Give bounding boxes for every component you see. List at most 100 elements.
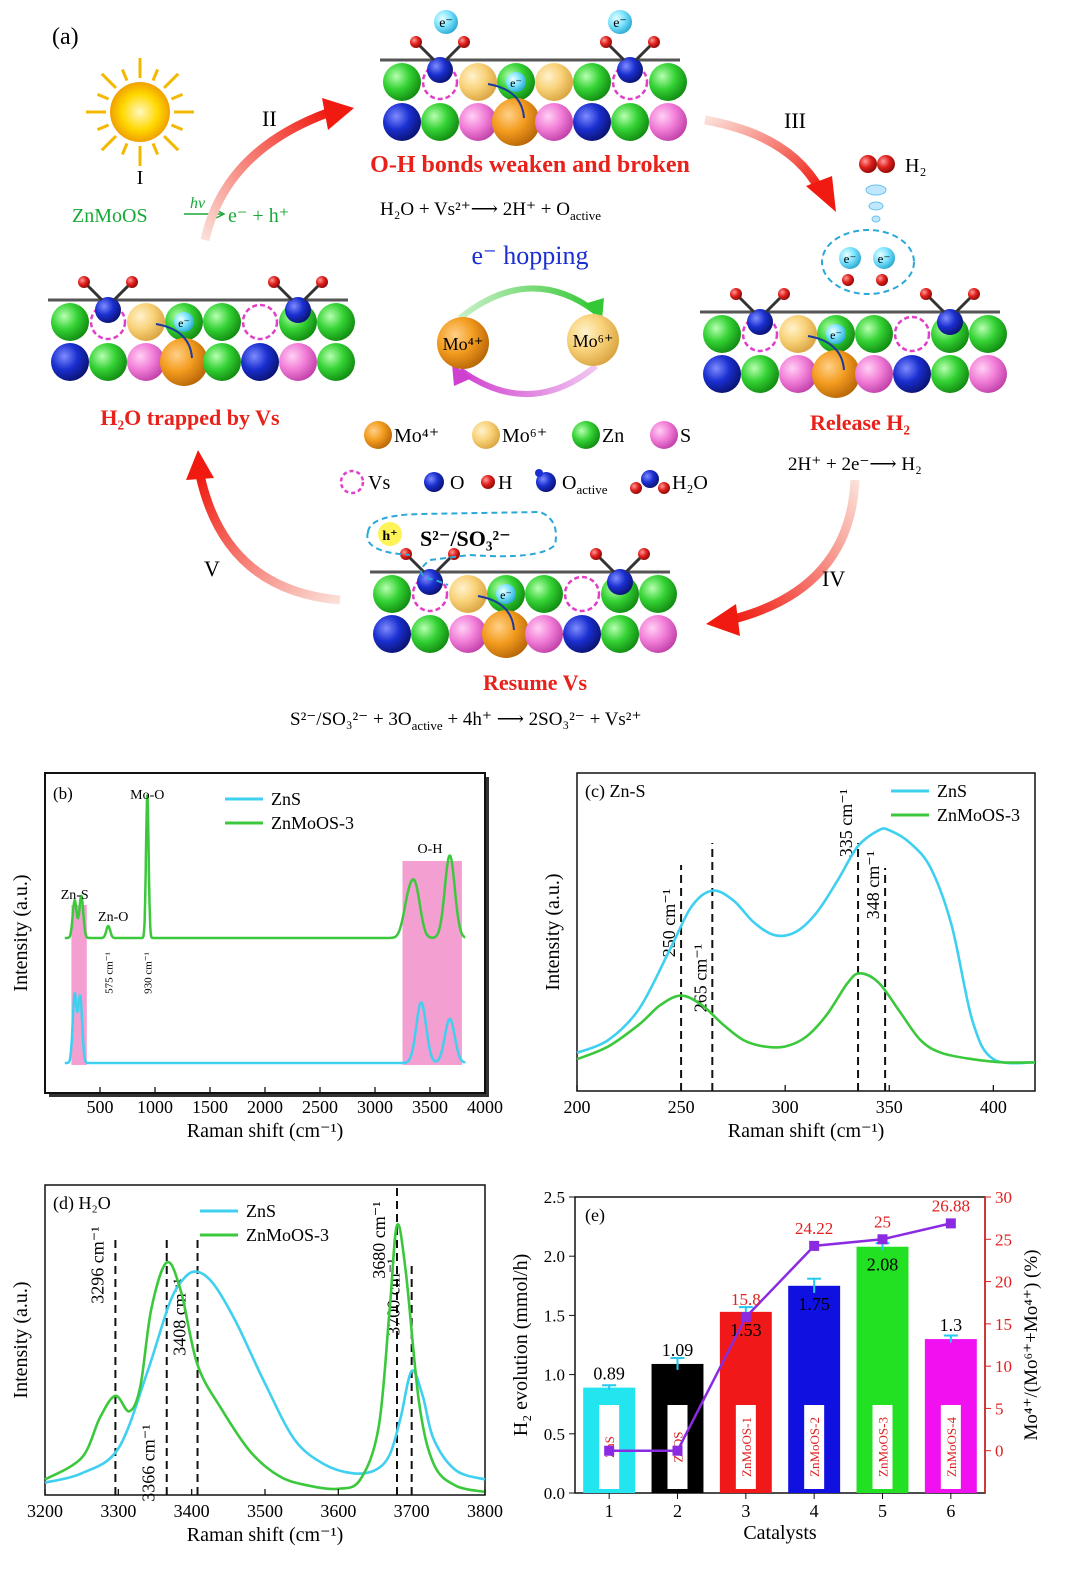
svg-text:H: H: [498, 472, 512, 494]
atom-mo6: [127, 303, 165, 341]
legend-label: ZnMoOS-3: [246, 1225, 329, 1245]
x-axis-label: Raman shift (cm⁻¹): [728, 1120, 885, 1142]
ratio-value-label: 15.8: [731, 1290, 761, 1309]
atom-s: [279, 343, 317, 381]
oh-region: [403, 861, 462, 1065]
y2-tick-label: 0: [995, 1442, 1004, 1461]
cycle-arrow-v: [200, 475, 340, 600]
svg-text:Zn: Zn: [602, 425, 624, 447]
legend-label: ZnS: [937, 781, 967, 801]
y2-tick-label: 15: [995, 1315, 1012, 1334]
svg-text:Mo⁶⁺: Mo⁶⁺: [573, 331, 614, 351]
y-axis-label: Intensity (a.u.): [542, 873, 564, 990]
bar-name-label: ZnMoOS-3: [876, 1417, 891, 1477]
x-tick-label: 3800: [467, 1501, 503, 1521]
ratio-point: [604, 1446, 614, 1456]
hop-arrow-purple: [460, 366, 596, 394]
legend-item-zn: Zn: [572, 421, 624, 449]
annotation-o-h: O-H: [418, 842, 443, 857]
svg-text:O: O: [450, 472, 464, 494]
legend-label: ZnMoOS-3: [937, 805, 1020, 825]
legend-item-o: O: [424, 472, 464, 494]
ratio-value-label: 25: [874, 1212, 891, 1231]
hopping-label: e⁻ hopping: [472, 241, 589, 270]
svg-text:H₂O + Vs²⁺⟶ 2H⁺ + Oactive: H₂O + Vs²⁺⟶ 2H⁺ + Oactive: [380, 199, 601, 223]
atom-s: [855, 355, 893, 393]
x-tick-label: 3: [741, 1501, 750, 1521]
atom-mo6: [535, 63, 573, 101]
atom-zn: [703, 315, 741, 353]
y2-tick-label: 30: [995, 1188, 1012, 1207]
atom-mo6: [449, 575, 487, 613]
atom-zn: [601, 615, 639, 653]
x-tick-label: 3200: [27, 1501, 63, 1521]
legend-item-h2o: H₂O: [630, 470, 708, 494]
h2-formation-bubble: [822, 230, 914, 294]
svg-text:Vs: Vs: [368, 472, 390, 494]
atom-zn: [573, 63, 611, 101]
x-tick-label: 2: [673, 1501, 682, 1521]
svg-text:e⁻: e⁻: [830, 328, 842, 342]
panel-b-raman: 500 1000 1500 2000 2500 3000 3500 4000 Raman shi…: [0, 765, 520, 1165]
panel-label: (d) H₂O: [53, 1193, 111, 1214]
annotation-zn-s: Zn-S: [61, 888, 89, 903]
annotation-930: 930 cm⁻¹: [142, 952, 154, 994]
legend-label: ZnS: [246, 1201, 276, 1221]
x-tick-label: 2500: [302, 1097, 338, 1117]
x-tick-label: 5: [878, 1501, 887, 1521]
x-tick-label: 3600: [320, 1501, 356, 1521]
y2-tick-label: 5: [995, 1399, 1004, 1418]
x-tick-label: 350: [876, 1097, 903, 1117]
panel-a-mechanism: (a) I ZnMoOS hν e⁻ + h⁺ II III IV V e⁻e⁻…: [0, 0, 1075, 740]
ratio-point: [673, 1446, 683, 1456]
annotation-zn-o: Zn-O: [98, 910, 128, 925]
atom-zn: [649, 63, 687, 101]
atom-o: [51, 343, 89, 381]
caption-left: H₂O trapped by Vs: [100, 405, 280, 430]
panel-e-h2-evolution: 0.89ZnS11.09ZnOS21.53ZnMoOS-131.75ZnMoOS…: [505, 1175, 1075, 1593]
x-tick-label: 4000: [467, 1097, 503, 1117]
atom-zn: [931, 355, 969, 393]
hole-species: S²⁻/SO₃²⁻: [420, 526, 511, 551]
hop-arrow-green: [460, 288, 596, 318]
y-tick-label: 2.0: [544, 1247, 565, 1266]
svg-text:h⁺: h⁺: [382, 529, 397, 544]
x-axis-label: Raman shift (cm⁻¹): [187, 1120, 344, 1142]
svg-text:S²⁻/SO₃²⁻ + 3Oactive + 4h⁺ ⟶ 2: S²⁻/SO₃²⁻ + 3Oactive + 4h⁺ ⟶ 2SO₃²⁻ + Vs…: [290, 709, 642, 733]
panel-c-zns-raman: 250 cm⁻¹ 265 cm⁻¹ 335 cm⁻¹ 348 cm⁻¹ 200 250 30…: [535, 765, 1075, 1165]
equation-bottom: S²⁻/SO₃²⁻ + 3Oactive + 4h⁺ ⟶ 2SO₃²⁻ + Vs…: [290, 709, 642, 733]
y2-tick-label: 10: [995, 1357, 1012, 1376]
svg-text:e⁻: e⁻: [178, 316, 190, 330]
equation-right: 2H⁺ + 2e⁻⟶ H₂: [788, 454, 922, 475]
svg-text:hν: hν: [190, 195, 206, 212]
atom-s: [639, 615, 677, 653]
x-tick-label: 500: [87, 1097, 114, 1117]
x-tick-label: 1000: [137, 1097, 173, 1117]
atom-o: [383, 103, 421, 141]
atom-o: [703, 355, 741, 393]
lattice-left: e⁻: [48, 276, 355, 386]
panel-label: (e): [585, 1205, 605, 1226]
svg-text:Mo⁴⁺: Mo⁴⁺: [443, 334, 484, 354]
y-axis-label: Intensity (a.u.): [10, 1281, 32, 1398]
atom-mo4: [160, 338, 208, 386]
h2-molecule-icon: [859, 155, 895, 173]
ratio-value-label: 24.22: [795, 1219, 833, 1238]
x-tick-label: 1: [605, 1501, 614, 1521]
svg-text:S: S: [680, 425, 691, 447]
ratio-point: [946, 1218, 956, 1228]
y-axis-label: H₂ evolution (mmol/h): [510, 1254, 532, 1437]
atom-s: [525, 615, 563, 653]
x-tick-label: 3000: [357, 1097, 393, 1117]
legend-item-s: S: [650, 421, 691, 449]
atom-zn: [317, 303, 355, 341]
x-tick-label: 4: [810, 1501, 819, 1521]
atom-o: [573, 103, 611, 141]
bar-value-label: 0.89: [593, 1364, 625, 1384]
vline-label: 3296 cm⁻¹: [87, 1226, 107, 1303]
photo-excitation-equation: ZnMoOS hν e⁻ + h⁺: [72, 195, 289, 227]
h2-label: H₂: [905, 155, 926, 177]
atom-zn: [421, 103, 459, 141]
lattice-top: e⁻e⁻ e⁻: [380, 10, 687, 146]
legend-a: Mo⁴⁺ Mo⁶⁺ Zn S Vs O H Oactive H₂O: [341, 421, 708, 497]
